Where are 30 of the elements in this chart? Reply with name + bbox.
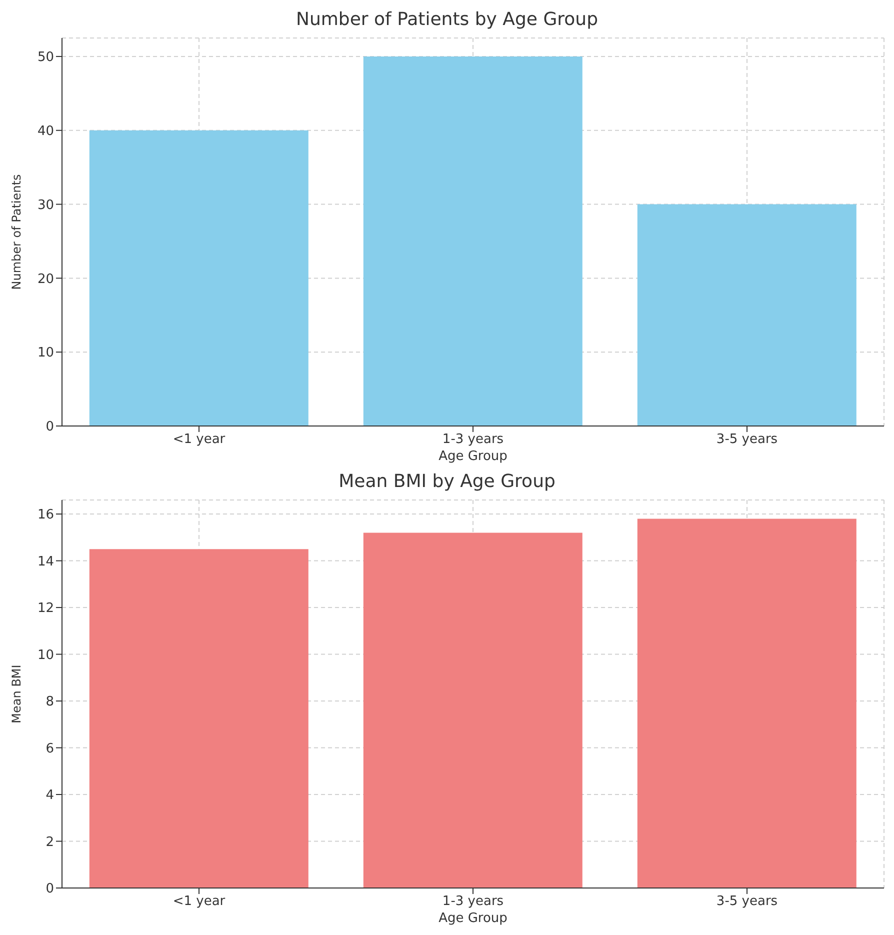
chart-title: Mean BMI by Age Group — [338, 470, 556, 494]
x-tick-label: <1 year — [172, 432, 226, 448]
x-tick-label: 3-5 years — [716, 432, 778, 448]
x-tick-label: 1-3 years — [442, 894, 504, 910]
chart-title: Number of Patients by Age Group — [294, 8, 599, 32]
y-tick-label: 2 — [46, 834, 54, 850]
y-tick-label: 10 — [37, 648, 54, 663]
y-tick-label: 14 — [37, 554, 54, 570]
y-axis-title: Mean BMI — [9, 664, 24, 724]
y-tick-label: 8 — [46, 694, 54, 710]
x-tick-label: 1-3 years — [442, 432, 504, 448]
y-tick-label: 50 — [37, 50, 54, 66]
x-tick-label: <1 year — [172, 894, 226, 910]
y-tick-label: 30 — [37, 198, 54, 213]
y-tick-label: 6 — [46, 741, 54, 756]
y-tick-label: 40 — [37, 124, 54, 139]
y-axis-title: Number of Patients — [9, 174, 24, 290]
x-axis-title: Age Group — [438, 449, 508, 464]
y-tick-label: 10 — [37, 346, 54, 361]
bar — [89, 130, 308, 426]
y-tick-label: 0 — [46, 882, 54, 897]
bar — [363, 56, 582, 426]
bar — [637, 204, 856, 426]
y-tick-label: 20 — [37, 272, 54, 287]
y-tick-label: 16 — [37, 508, 54, 523]
y-tick-label: 0 — [46, 420, 54, 435]
x-tick-label: 3-5 years — [716, 894, 778, 910]
y-tick-label: 4 — [46, 788, 54, 804]
x-axis-title: Age Group — [438, 911, 508, 926]
y-tick-label: 12 — [37, 601, 54, 616]
